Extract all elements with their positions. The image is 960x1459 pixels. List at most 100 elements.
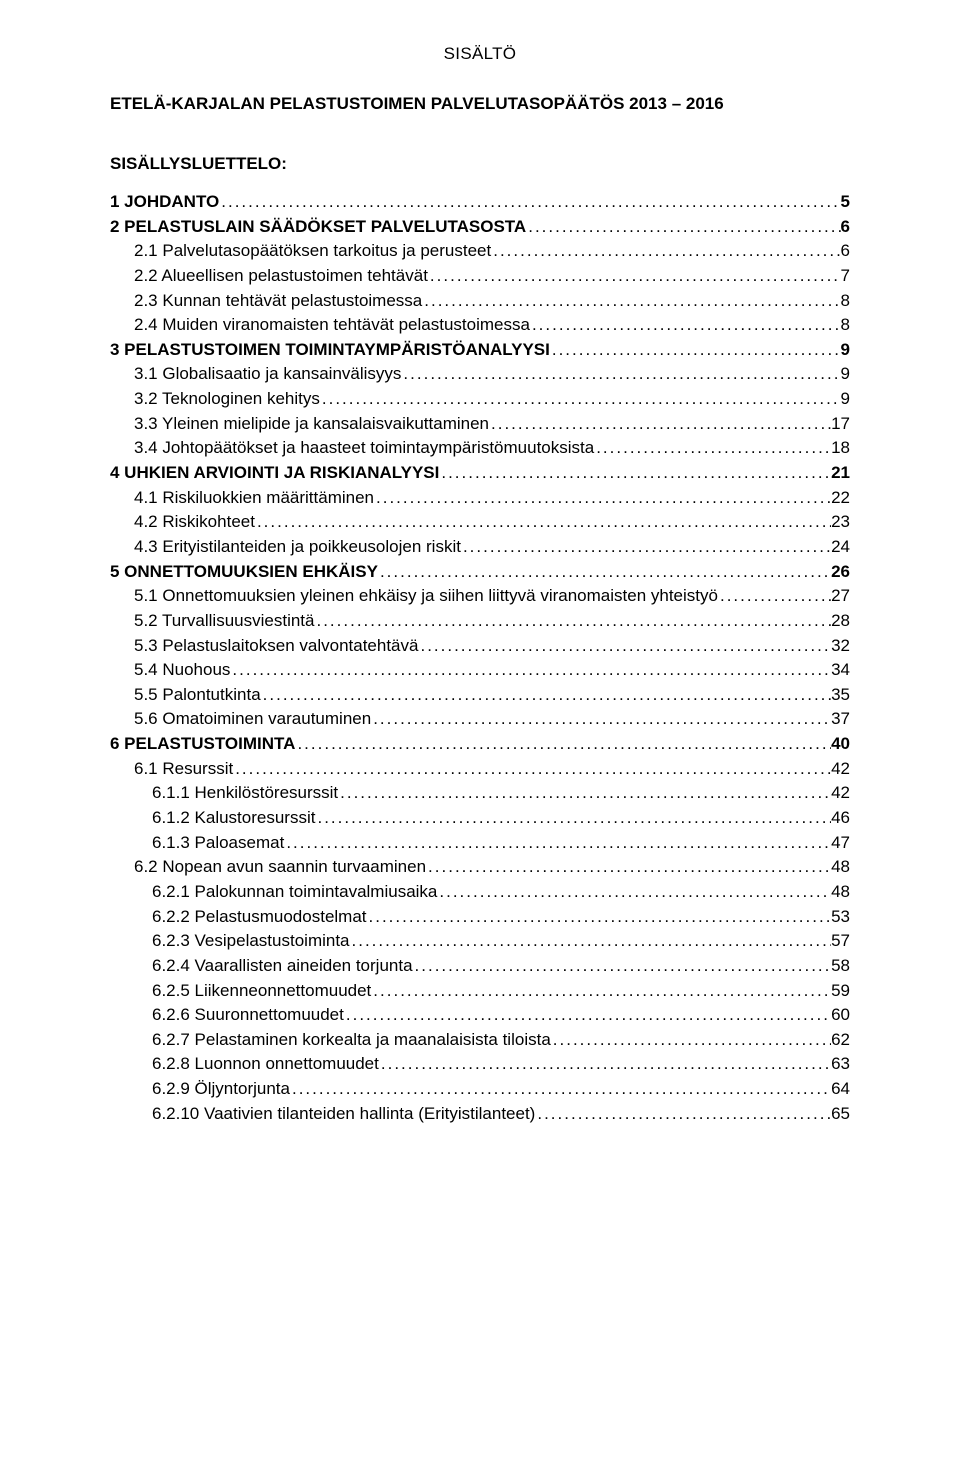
toc-dot-leader [371, 707, 831, 732]
toc-dot-leader [344, 1003, 831, 1028]
toc-page-number: 6 [841, 215, 850, 240]
toc-text: 3.1 Globalisaatio ja kansainvälisyys [134, 362, 401, 387]
toc-dot-leader [290, 1077, 831, 1102]
toc-dot-leader [371, 979, 831, 1004]
toc-row: 6.2.8 Luonnon onnettomuudet63 [110, 1052, 850, 1077]
toc-row: 6.2.1 Palokunnan toimintavalmiusaika48 [110, 880, 850, 905]
toc-dot-leader [418, 634, 831, 659]
toc-row: 2.2 Alueellisen pelastustoimen tehtävät7 [110, 264, 850, 289]
toc-page-number: 27 [831, 584, 850, 609]
toc-text: 6.1.3 Paloasemat [152, 831, 284, 856]
toc-text: 5.2 Turvallisuusviestintä [134, 609, 314, 634]
toc-page-number: 57 [831, 929, 850, 954]
toc-text: 6.2.7 Pelastaminen korkealta ja maanalai… [152, 1028, 551, 1053]
toc-dot-leader [219, 190, 840, 215]
toc-page-number: 5 [841, 190, 850, 215]
main-heading: ETELÄ-KARJALAN PELASTUSTOIMEN PALVELUTAS… [110, 94, 850, 114]
toc-dot-leader [315, 806, 831, 831]
toc-text: 4.1 Riskiluokkien määrittäminen [134, 486, 374, 511]
sisallysluettelo-label: SISÄLLYSLUETTELO: [110, 154, 850, 174]
toc-row: 6.2.10 Vaativien tilanteiden hallinta (E… [110, 1102, 850, 1127]
toc-row: 2.1 Palvelutasopäätöksen tarkoitus ja pe… [110, 239, 850, 264]
toc-row: 5.3 Pelastuslaitoksen valvontatehtävä 32 [110, 634, 850, 659]
toc-text: 2.3 Kunnan tehtävät pelastustoimessa [134, 289, 422, 314]
toc-text: 6.2.6 Suuronnettomuudet [152, 1003, 344, 1028]
toc-page-number: 32 [831, 634, 850, 659]
toc-row: 1 JOHDANTO5 [110, 190, 850, 215]
toc-page-number: 8 [841, 289, 850, 314]
toc-row: 6.2.2 Pelastusmuodostelmat 53 [110, 905, 850, 930]
toc-text: 6.2.4 Vaarallisten aineiden torjunta [152, 954, 413, 979]
toc-dot-leader [526, 215, 840, 240]
toc-dot-leader [374, 486, 831, 511]
toc-dot-leader [401, 362, 840, 387]
toc-text: 2.2 Alueellisen pelastustoimen tehtävät [134, 264, 428, 289]
toc-dot-leader [550, 338, 841, 363]
toc-row: 5.4 Nuohous 34 [110, 658, 850, 683]
toc-page-number: 42 [831, 781, 850, 806]
toc-dot-leader [350, 929, 832, 954]
toc-page-number: 63 [831, 1052, 850, 1077]
toc-text: 4.2 Riskikohteet [134, 510, 255, 535]
toc-dot-leader [437, 880, 831, 905]
toc-dot-leader [261, 683, 831, 708]
toc-dot-leader [422, 289, 840, 314]
toc-row: 3.1 Globalisaatio ja kansainvälisyys 9 [110, 362, 850, 387]
toc-row: 6.2.9 Öljyntorjunta64 [110, 1077, 850, 1102]
toc-page-number: 26 [831, 560, 850, 585]
toc-row: 6 PELASTUSTOIMINTA40 [110, 732, 850, 757]
toc-text: 3.2 Teknologinen kehitys [134, 387, 320, 412]
toc-page-number: 65 [831, 1102, 850, 1127]
toc-text: 6 PELASTUSTOIMINTA [110, 732, 295, 757]
toc-text: 2 PELASTUSLAIN SÄÄDÖKSET PALVELUTASOSTA [110, 215, 526, 240]
toc-page-number: 48 [831, 880, 850, 905]
toc-text: 6.2.5 Liikenneonnettomuudet [152, 979, 371, 1004]
toc-dot-leader [320, 387, 841, 412]
toc-dot-leader [379, 1052, 831, 1077]
toc-page-number: 9 [841, 362, 850, 387]
toc-row: 6.1 Resurssit 42 [110, 757, 850, 782]
toc-dot-leader [594, 436, 831, 461]
toc-page-number: 59 [831, 979, 850, 1004]
toc-page-number: 60 [831, 1003, 850, 1028]
toc-row: 5.6 Omatoiminen varautuminen37 [110, 707, 850, 732]
toc-text: 2.4 Muiden viranomaisten tehtävät pelast… [134, 313, 530, 338]
toc-text: 5.3 Pelastuslaitoksen valvontatehtävä [134, 634, 418, 659]
toc-row: 5.5 Palontutkinta35 [110, 683, 850, 708]
toc-text: 6.1 Resurssit [134, 757, 233, 782]
toc-row: 4 UHKIEN ARVIOINTI JA RISKIANALYYSI 21 [110, 461, 850, 486]
toc-row: 5.2 Turvallisuusviestintä28 [110, 609, 850, 634]
toc-text: 6.2.10 Vaativien tilanteiden hallinta (E… [152, 1102, 535, 1127]
toc-dot-leader [439, 461, 831, 486]
toc-row: 6.2.5 Liikenneonnettomuudet 59 [110, 979, 850, 1004]
toc-dot-leader [230, 658, 831, 683]
toc-page-number: 22 [831, 486, 850, 511]
toc-row: 4.3 Erityistilanteiden ja poikkeusolojen… [110, 535, 850, 560]
toc-page-number: 42 [831, 757, 850, 782]
toc-text: 5 ONNETTOMUUKSIEN EHKÄISY [110, 560, 378, 585]
toc-page-number: 34 [831, 658, 850, 683]
toc-dot-leader [530, 313, 841, 338]
toc-text: 5.5 Palontutkinta [134, 683, 261, 708]
toc-dot-leader [551, 1028, 831, 1053]
toc-text: 6.2 Nopean avun saannin turvaaminen [134, 855, 426, 880]
toc-page-number: 53 [831, 905, 850, 930]
toc-page-number: 37 [831, 707, 850, 732]
toc-row: 2.4 Muiden viranomaisten tehtävät pelast… [110, 313, 850, 338]
toc-row: 5 ONNETTOMUUKSIEN EHKÄISY 26 [110, 560, 850, 585]
toc-row: 3 PELASTUSTOIMEN TOIMINTAYMPÄRISTÖANALYY… [110, 338, 850, 363]
toc-row: 3.4 Johtopäätökset ja haasteet toimintay… [110, 436, 850, 461]
toc-text: 6.2.2 Pelastusmuodostelmat [152, 905, 367, 930]
toc-dot-leader [426, 855, 831, 880]
toc-page-number: 46 [831, 806, 850, 831]
toc-text: 4 UHKIEN ARVIOINTI JA RISKIANALYYSI [110, 461, 439, 486]
toc-dot-leader [461, 535, 831, 560]
toc-row: 3.3 Yleinen mielipide ja kansalaisvaikut… [110, 412, 850, 437]
toc-text: 3.3 Yleinen mielipide ja kansalaisvaikut… [134, 412, 489, 437]
toc-page-number: 58 [831, 954, 850, 979]
toc-page-number: 21 [831, 461, 850, 486]
toc-text: 5.1 Onnettomuuksien yleinen ehkäisy ja s… [134, 584, 718, 609]
toc-row: 4.1 Riskiluokkien määrittäminen 22 [110, 486, 850, 511]
toc-text: 3.4 Johtopäätökset ja haasteet toimintay… [134, 436, 594, 461]
toc-text: 5.4 Nuohous [134, 658, 230, 683]
